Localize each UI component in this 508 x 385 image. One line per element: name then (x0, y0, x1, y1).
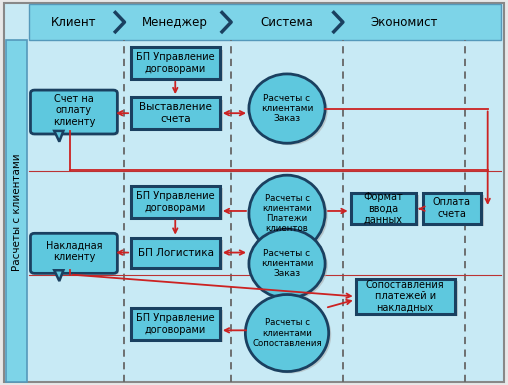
FancyBboxPatch shape (354, 195, 419, 226)
FancyBboxPatch shape (351, 192, 416, 224)
Text: Формат
ввода
данных: Формат ввода данных (363, 192, 403, 225)
Text: БП Логистика: БП Логистика (138, 248, 213, 258)
FancyBboxPatch shape (134, 50, 223, 81)
FancyBboxPatch shape (356, 279, 455, 314)
Ellipse shape (249, 229, 325, 298)
Text: Менеджер: Менеджер (142, 16, 208, 28)
Ellipse shape (248, 296, 331, 373)
Text: Расчеты с
клиентами
Платежи
клиентов: Расчеты с клиентами Платежи клиентов (262, 194, 312, 233)
FancyBboxPatch shape (4, 3, 504, 382)
FancyBboxPatch shape (6, 40, 27, 382)
Text: Выставление
счета: Выставление счета (139, 102, 212, 124)
FancyBboxPatch shape (134, 188, 223, 220)
Ellipse shape (251, 177, 328, 254)
FancyBboxPatch shape (134, 310, 223, 342)
Text: Расчеты с
клиентами
Заказ: Расчеты с клиентами Заказ (261, 249, 313, 278)
FancyBboxPatch shape (359, 281, 458, 316)
FancyBboxPatch shape (35, 94, 119, 135)
Text: Накладная
клиенту: Накладная клиенту (46, 241, 102, 262)
Text: БП Управление
договорами: БП Управление договорами (136, 191, 215, 213)
FancyBboxPatch shape (131, 47, 220, 79)
FancyBboxPatch shape (30, 90, 117, 134)
Polygon shape (54, 270, 64, 281)
Text: Счет на
оплату
клиенту: Счет на оплату клиенту (53, 94, 95, 127)
FancyBboxPatch shape (131, 97, 220, 129)
Text: БП Управление
договорами: БП Управление договорами (136, 52, 215, 74)
Text: Расчеты с
клиентами
Заказ: Расчеты с клиентами Заказ (261, 94, 313, 123)
Text: Сопоставления
платежей и
накладных: Сопоставления платежей и накладных (366, 280, 444, 313)
FancyBboxPatch shape (131, 238, 220, 268)
Text: Клиент: Клиент (51, 16, 97, 28)
Ellipse shape (251, 231, 328, 300)
FancyBboxPatch shape (131, 186, 220, 218)
Text: Оплата
счета: Оплата счета (433, 198, 471, 219)
FancyBboxPatch shape (35, 237, 119, 275)
Ellipse shape (249, 74, 325, 143)
FancyBboxPatch shape (134, 100, 223, 131)
FancyBboxPatch shape (423, 192, 481, 224)
Text: Расчеты с клиентами: Расчеты с клиентами (12, 153, 22, 271)
FancyBboxPatch shape (30, 233, 117, 273)
Text: Экономист: Экономист (370, 16, 437, 28)
Polygon shape (54, 131, 64, 142)
Text: Система: Система (261, 16, 313, 28)
Text: Расчеты с
клиентами
Сопоставления: Расчеты с клиентами Сопоставления (252, 318, 322, 348)
FancyBboxPatch shape (426, 195, 484, 226)
FancyBboxPatch shape (29, 4, 501, 40)
FancyBboxPatch shape (131, 308, 220, 340)
Ellipse shape (249, 175, 325, 252)
FancyBboxPatch shape (134, 240, 223, 270)
Ellipse shape (245, 295, 329, 372)
Text: БП Управление
договорами: БП Управление договорами (136, 313, 215, 335)
Ellipse shape (251, 76, 328, 145)
